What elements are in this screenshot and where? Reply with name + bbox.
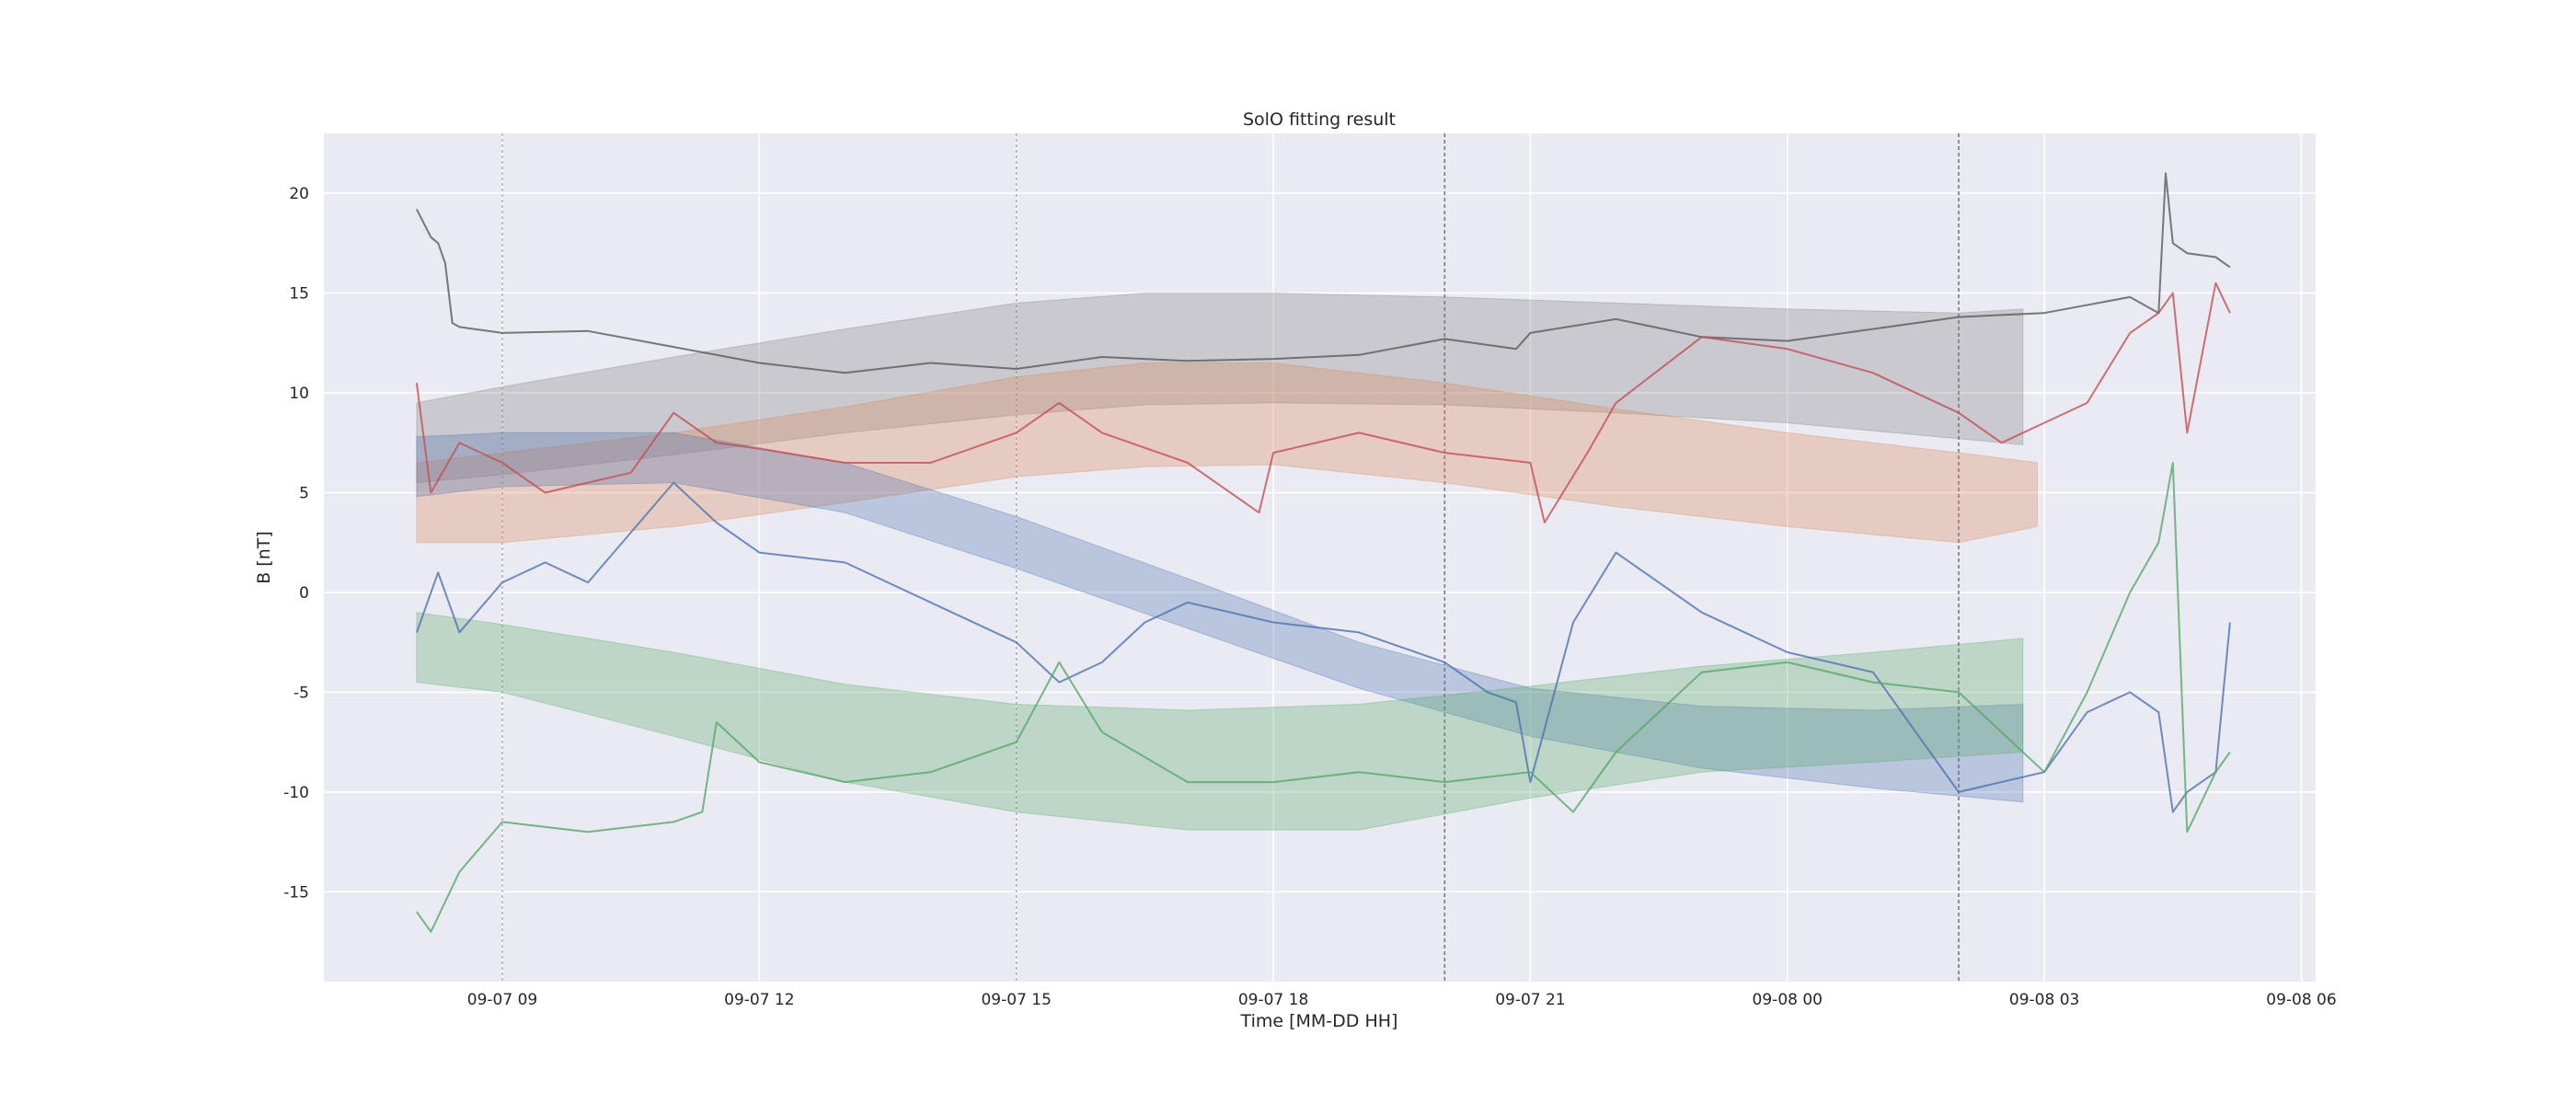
x-tick-label: 09-07 09	[467, 991, 537, 1009]
series-lines	[415, 172, 2231, 933]
vertical-markers	[501, 133, 1960, 982]
series-line	[415, 282, 2231, 523]
x-tick-label: 09-07 21	[1495, 991, 1565, 1009]
x-tick-label: 09-08 03	[2009, 991, 2079, 1009]
series-line	[415, 481, 2231, 813]
y-tick-label: -10	[283, 784, 309, 802]
y-tick-label: 10	[289, 385, 309, 403]
uncertainty-bands	[416, 293, 2038, 831]
uncertainty-band	[416, 293, 2024, 484]
plot-area	[324, 133, 2316, 982]
x-tick-labels: 09-07 09 09-07 12 09-07 15 09-07 18 09-07 21…	[467, 991, 2337, 1009]
y-tick-label: 5	[299, 484, 309, 502]
y-axis-label: B [nT]	[254, 531, 274, 584]
x-tick-label: 09-07 12	[724, 991, 794, 1009]
series-line	[416, 462, 2231, 933]
y-tick-label: 15	[289, 285, 309, 304]
uncertainty-band	[416, 431, 2024, 803]
y-tick-label: 20	[289, 185, 309, 203]
x-tick-label: 09-07 15	[981, 991, 1051, 1009]
x-tick-label: 09-07 18	[1238, 991, 1308, 1009]
y-tick-label: -5	[293, 684, 309, 702]
x-tick-label: 09-08 00	[1753, 991, 1823, 1009]
y-tick-label: 0	[299, 584, 309, 603]
uncertainty-band	[416, 362, 2038, 544]
x-axis-label: Time [MM-DD HH]	[1240, 1011, 1398, 1031]
series-line	[416, 172, 2231, 374]
y-tick-label: -15	[283, 883, 309, 902]
chart-title: SolO fitting result	[1243, 109, 1396, 130]
x-tick-label: 09-08 06	[2266, 991, 2336, 1009]
grid	[324, 133, 2316, 982]
y-tick-labels: 20 15 10 5 0 -5 -10 -15	[283, 185, 309, 902]
